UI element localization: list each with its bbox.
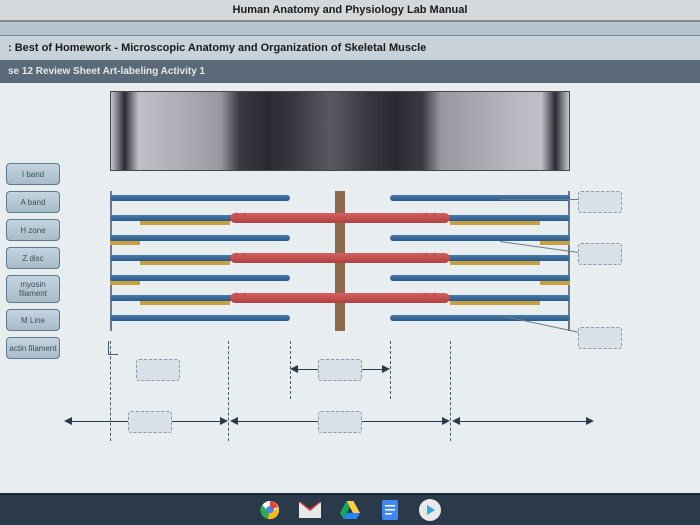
v-guide [390, 341, 391, 399]
sarcomere-diagram: ✶✶ ✶✶ ✶✶ ✶✶ [70, 91, 630, 491]
activity-canvas: I band A band H zone Z disc myosin filam… [0, 83, 700, 493]
chrome-icon[interactable] [259, 499, 281, 521]
drop-zone-iband[interactable] [128, 411, 172, 433]
activity-title: se 12 Review Sheet Art-labeling Activity… [8, 66, 205, 77]
v-guide [228, 341, 229, 441]
assignment-title: : Best of Homework - Microscopic Anatomy… [8, 42, 426, 54]
band-brackets [110, 341, 570, 471]
book-header: Human Anatomy and Physiology Lab Manual [0, 0, 700, 22]
taskbar [0, 495, 700, 525]
docs-icon[interactable] [379, 499, 401, 521]
thick-filament-row: ✶✶ ✶✶ [110, 255, 570, 263]
activity-title-bar: se 12 Review Sheet Art-labeling Activity… [0, 60, 700, 83]
label-myosin-filament[interactable]: myosin filament [6, 275, 60, 303]
v-guide [110, 341, 111, 441]
label-h-zone[interactable]: H zone [6, 219, 60, 241]
label-m-line[interactable]: M Line [6, 309, 60, 331]
thick-filament-row: ✶✶ ✶✶ [110, 215, 570, 223]
drop-zone-filament-1[interactable] [578, 191, 622, 213]
electron-micrograph [110, 91, 570, 171]
filament-schematic: ✶✶ ✶✶ ✶✶ ✶✶ [110, 191, 570, 331]
gmail-icon[interactable] [299, 499, 321, 521]
i-band-arrow-right [458, 421, 588, 422]
drop-zone-small-1[interactable] [136, 359, 180, 381]
label-z-disc[interactable]: Z disc [6, 247, 60, 269]
assignment-title-bar: : Best of Homework - Microscopic Anatomy… [0, 36, 700, 60]
drop-zone-filament-2[interactable] [578, 243, 622, 265]
book-title: Human Anatomy and Physiology Lab Manual [233, 4, 468, 16]
label-a-band[interactable]: A band [6, 191, 60, 213]
thick-filament-row: ✶✶ ✶✶ [110, 295, 570, 303]
drop-zone-hzone[interactable] [318, 359, 362, 381]
browser-chrome-bar [0, 22, 700, 36]
drive-icon[interactable] [339, 499, 361, 521]
drop-zone-filament-3[interactable] [578, 327, 622, 349]
v-guide [450, 341, 451, 441]
label-i-band[interactable]: I band [6, 163, 60, 185]
drop-zone-aband[interactable] [318, 411, 362, 433]
play-icon[interactable] [419, 499, 441, 521]
label-source-panel: I band A band H zone Z disc myosin filam… [6, 163, 60, 359]
label-actin-filament[interactable]: actin filament [6, 337, 60, 359]
thin-filament-row [110, 275, 570, 283]
